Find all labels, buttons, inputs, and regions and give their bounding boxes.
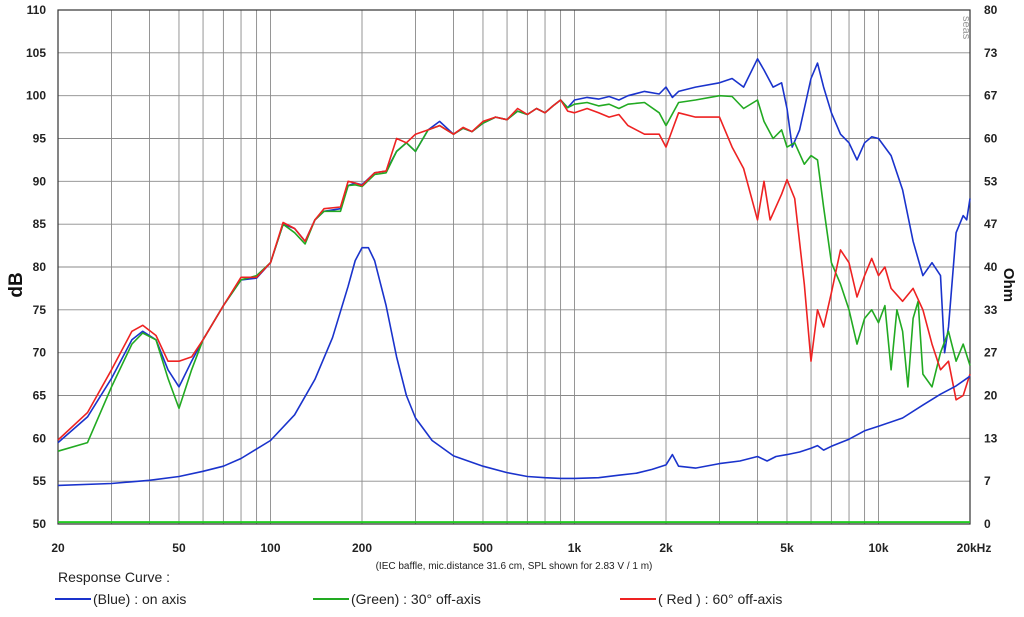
y-tick-label: 75: [33, 303, 47, 317]
legend-item-red: ( Red ) : 60° off-axis: [620, 591, 782, 607]
legend-item-green: (Green) : 30° off-axis: [313, 591, 481, 607]
y2-tick-label: 67: [984, 89, 998, 103]
y2-tick-label: 47: [984, 217, 998, 231]
x-tick-label: 200: [352, 541, 372, 555]
y-tick-label: 95: [33, 132, 47, 146]
y-tick-label: 50: [33, 517, 47, 531]
y-axis-title: dB: [6, 272, 27, 297]
x-tick-label: 50: [172, 541, 186, 555]
legend-label-red: ( Red ) : 60° off-axis: [658, 591, 783, 607]
y2-tick-label: 13: [984, 431, 998, 445]
y2-tick-label: 53: [984, 174, 998, 188]
y2-tick-label: 7: [984, 474, 991, 488]
y-tick-label: 70: [33, 346, 47, 360]
x-tick-label: 5k: [780, 541, 794, 555]
legend-swatch-red: [620, 598, 656, 600]
measurement-note: (IEC baffle, mic.distance 31.6 cm, SPL s…: [376, 561, 653, 572]
y-tick-label: 110: [27, 3, 47, 17]
legend-label-green: (Green) : 30° off-axis: [351, 591, 481, 607]
x-tick-label: 20: [51, 541, 65, 555]
series-layer: [57, 58, 971, 524]
legend-swatch-blue: [55, 598, 91, 600]
series-line-0: [57, 58, 971, 444]
y-tick-label: 80: [33, 260, 47, 274]
y2-tick-label: 60: [984, 132, 998, 146]
series-line-1: [57, 94, 971, 452]
series-line-3: [57, 246, 971, 487]
y-tick-label: 90: [33, 174, 47, 188]
y-tick-label: 60: [33, 431, 47, 445]
y2-tick-label: 27: [984, 346, 998, 360]
grid: [58, 10, 970, 524]
y2-tick-label: 0: [984, 517, 991, 531]
plot-border: [57, 9, 971, 525]
brand-watermark: seas: [960, 16, 972, 40]
y-tick-label: 85: [33, 217, 47, 231]
legend-title: Response Curve :: [58, 569, 171, 585]
series-line-2: [57, 99, 971, 441]
y2-axis-title: Ohm: [1000, 268, 1017, 302]
y2-tick-label: 73: [984, 46, 998, 60]
y-tick-label: 55: [33, 474, 47, 488]
legend-swatch-green: [313, 598, 349, 600]
x-tick-label: 500: [473, 541, 493, 555]
y2-tick-label: 80: [984, 3, 998, 17]
x-tick-label: 1k: [568, 541, 582, 555]
tick-labels: 20 50 100 200 500 1k 2k 5k 10k 20kHz5055606570758…: [26, 3, 998, 555]
y-tick-label: 105: [26, 46, 46, 60]
x-tick-label: 10k: [868, 541, 888, 555]
x-tick-label: 20kHz: [957, 541, 992, 555]
y2-tick-label: 33: [984, 303, 998, 317]
x-tick-label: 2k: [659, 541, 673, 555]
y2-tick-label: 20: [984, 389, 998, 403]
y2-tick-label: 40: [984, 260, 998, 274]
y-tick-label: 100: [26, 89, 46, 103]
y-tick-label: 65: [33, 389, 47, 403]
x-tick-label: 100: [260, 541, 280, 555]
legend-item-blue: (Blue) : on axis: [55, 591, 186, 607]
legend-label-blue: (Blue) : on axis: [93, 591, 187, 607]
